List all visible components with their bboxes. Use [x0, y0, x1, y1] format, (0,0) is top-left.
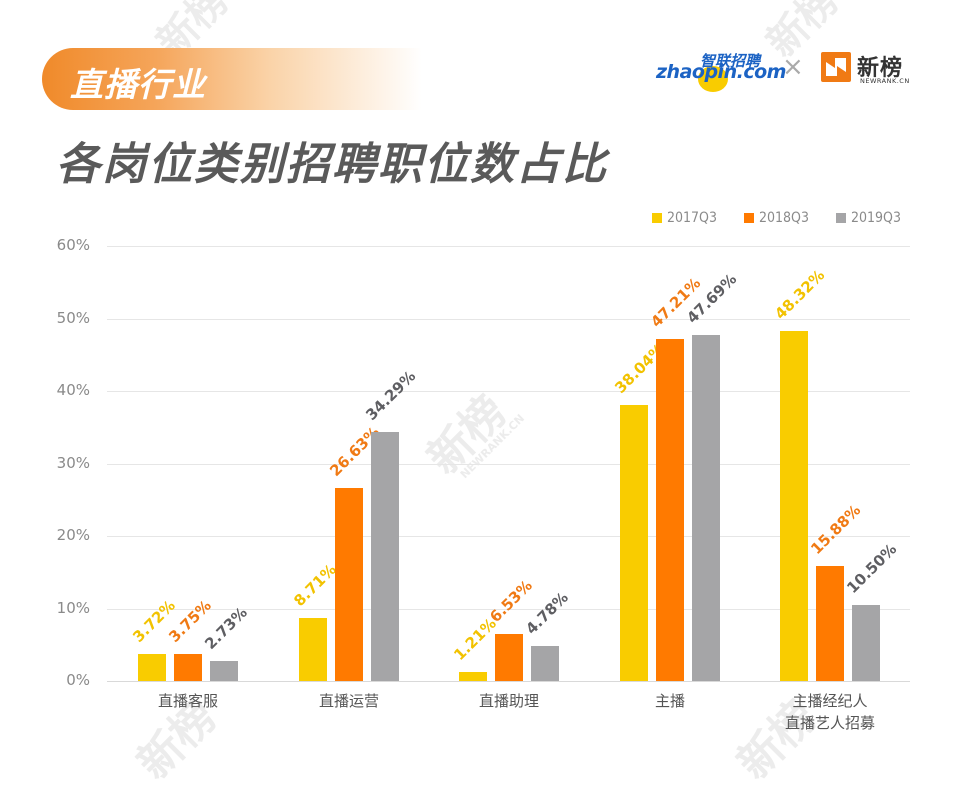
chart-title: 各岗位类别招聘职位数占比	[56, 139, 608, 190]
data-label: 15.88%	[807, 500, 865, 558]
bar-2019q3	[371, 432, 399, 681]
x-axis-line	[107, 681, 910, 682]
legend-swatch	[836, 213, 846, 223]
bar-2019q3	[531, 646, 559, 681]
x-category-label: 直播客服	[157, 692, 218, 710]
logo-separator: ×	[782, 52, 804, 82]
data-label: 1.21%	[450, 614, 500, 665]
data-label: 10.50%	[843, 539, 901, 597]
bar-2018q3	[335, 487, 363, 681]
y-tick-label: 40%	[56, 381, 90, 399]
section-tag: 直播行业	[70, 65, 206, 104]
legend-swatch	[744, 213, 754, 223]
x-category-label: 直播运营	[318, 692, 379, 710]
newrank-logo-cn: 新榜	[857, 56, 904, 81]
bar-2017q3	[299, 617, 327, 681]
legend-item-2017q3: 2017Q3	[652, 210, 717, 226]
section-tag-background	[42, 48, 422, 110]
gridline	[107, 609, 910, 610]
newrank-logo-icon	[821, 52, 851, 82]
bar-2017q3	[459, 672, 487, 681]
data-label: 8.71%	[290, 560, 340, 610]
bar-2017q3	[620, 405, 648, 681]
gridline	[107, 464, 910, 465]
y-tick-label: 30%	[56, 454, 90, 472]
gridline	[107, 246, 910, 247]
data-label: 4.78%	[522, 588, 572, 639]
bar-chart-plot: 0% 10% 20% 30% 40% 50% 60% 3.72% 3.75% 2.73% 直播客服 8…	[56, 236, 910, 732]
bar-2018q3	[174, 653, 202, 681]
gridline	[107, 536, 910, 537]
legend-item-2018q3: 2018Q3	[744, 210, 809, 226]
zhaopin-logo-en: zhaopin.com	[656, 61, 786, 83]
bar-2018q3	[656, 338, 684, 681]
bar-2019q3	[692, 335, 720, 681]
gridline	[107, 319, 910, 320]
legend-swatch	[652, 213, 662, 223]
bar-2017q3	[138, 654, 166, 681]
bar-2019q3	[852, 604, 880, 681]
y-tick-label: 50%	[56, 309, 90, 327]
zhaopin-logo-cn: 智联招聘	[700, 52, 761, 70]
newrank-logo-en: NEWRANK.CN	[860, 77, 910, 85]
y-tick-label: 60%	[56, 236, 90, 254]
y-tick-label: 20%	[56, 526, 90, 544]
y-tick-label: 10%	[56, 599, 90, 617]
bar-2018q3	[495, 633, 523, 681]
y-tick-label: 0%	[66, 671, 90, 689]
legend-item-2019q3: 2019Q3	[836, 210, 901, 226]
x-category-label: 直播助理	[478, 692, 539, 710]
gridline	[107, 391, 910, 392]
zhaopin-logo-dot	[698, 66, 728, 92]
data-label: 34.29%	[362, 367, 420, 425]
data-label: 48.32%	[771, 265, 829, 323]
bar-2019q3	[210, 661, 238, 681]
x-category-label: 主播经纪人 直播艺人招募	[784, 692, 875, 732]
bar-2017q3	[780, 330, 808, 681]
x-category-label: 主播	[654, 692, 685, 710]
bar-2018q3	[816, 565, 844, 681]
